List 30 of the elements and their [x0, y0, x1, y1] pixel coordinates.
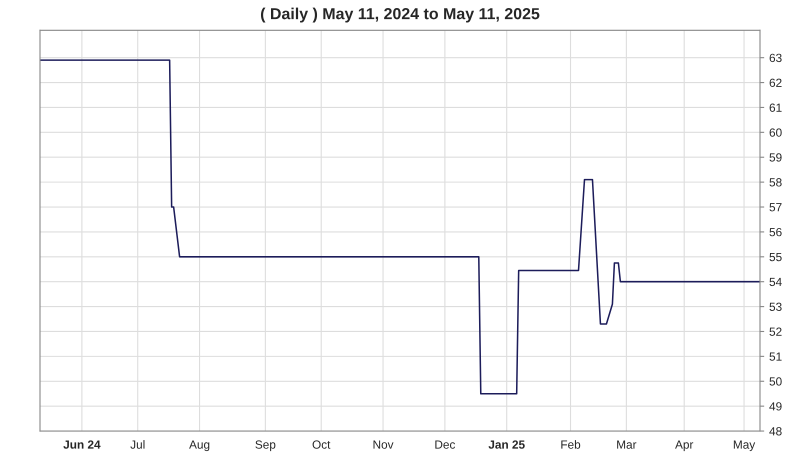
y-tick-label: 58 [770, 178, 782, 187]
y-tick-label: 49 [769, 402, 782, 411]
x-tick-label: Feb [561, 440, 580, 449]
line-series [40, 59, 760, 394]
x-tick-label: Dec [435, 440, 456, 449]
x-tick-label: Jul [130, 440, 144, 449]
y-tick-label: 61 [770, 103, 782, 112]
y-tick-label: 50 [770, 377, 782, 386]
y-tick-label: 62 [770, 78, 782, 87]
y-tick-label: 51 [770, 352, 782, 361]
x-tick-label: Aug [189, 440, 210, 452]
y-tick-label: 54 [770, 278, 782, 286]
x-tick-label: Jan 25 [488, 440, 525, 449]
x-tick-label: Sep [255, 440, 276, 452]
x-tick-label: Apr [675, 440, 694, 452]
y-tick-label: 59 [770, 153, 782, 162]
y-tick-label: 48 [769, 427, 782, 436]
y-tick-label: 63 [770, 54, 782, 62]
x-tick-label: Oct [312, 440, 330, 449]
y-tick-label: 53 [770, 302, 782, 311]
x-tick-label: Nov [374, 440, 394, 449]
y-tick-label: 55 [770, 252, 782, 262]
y-tick-label: 60 [770, 128, 782, 137]
y-tick-label: 57 [770, 203, 782, 212]
y-tick-label: 52 [770, 328, 782, 336]
y-tick-label: 56 [770, 228, 782, 236]
x-tick-label: Jun 24 [63, 440, 101, 449]
x-tick-label: May [734, 440, 756, 452]
x-tick-label: Mar [617, 440, 636, 449]
chart-title: ( Daily ) May 11, 2024 to May 11, 2025 [260, 8, 540, 22]
